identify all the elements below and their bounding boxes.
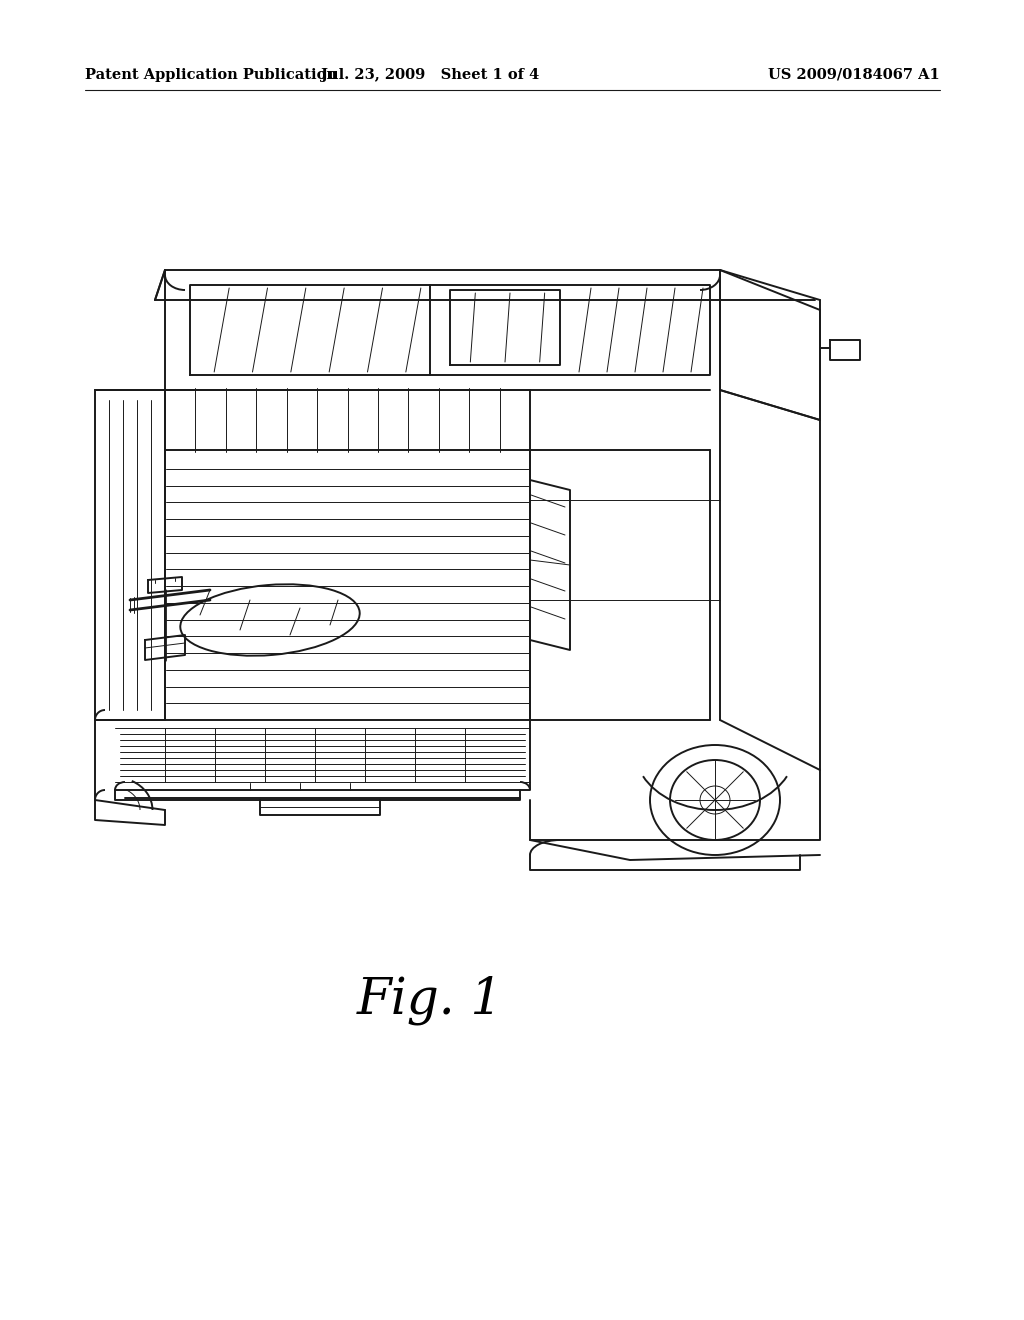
Text: Jul. 23, 2009   Sheet 1 of 4: Jul. 23, 2009 Sheet 1 of 4: [321, 69, 539, 82]
Text: Patent Application Publication: Patent Application Publication: [85, 69, 337, 82]
Text: Fig. 1: Fig. 1: [356, 975, 503, 1024]
Text: US 2009/0184067 A1: US 2009/0184067 A1: [768, 69, 940, 82]
